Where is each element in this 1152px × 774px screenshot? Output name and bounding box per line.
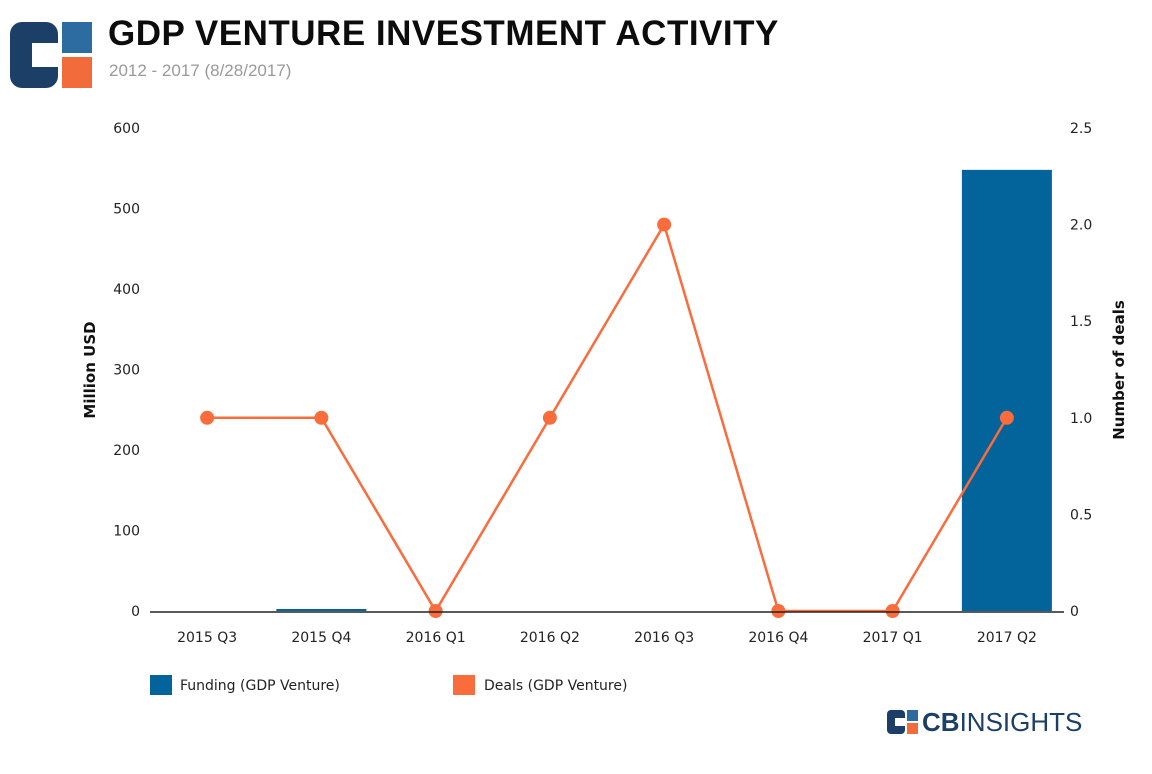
legend: Funding (GDP Venture) Deals (GDP Venture… bbox=[150, 675, 627, 695]
y-left-tick-label: 400 bbox=[113, 282, 140, 298]
y-left-tick-label: 500 bbox=[113, 202, 140, 218]
funding-bar bbox=[961, 169, 1052, 612]
x-tick-label: 2017 Q1 bbox=[863, 630, 923, 646]
brand-text-cb: CB bbox=[922, 706, 960, 737]
y-right-tick-label: 2.5 bbox=[1070, 121, 1092, 137]
deals-point bbox=[771, 604, 786, 618]
x-tick-label: 2016 Q1 bbox=[406, 630, 466, 646]
deals-point bbox=[885, 604, 900, 618]
cb-insights-mark-icon bbox=[887, 710, 918, 734]
deals-point bbox=[200, 410, 215, 425]
legend-label-funding: Funding (GDP Venture) bbox=[180, 678, 340, 694]
x-tick-label: 2015 Q3 bbox=[177, 630, 237, 646]
y-left-tick-label: 100 bbox=[113, 524, 140, 540]
y-right-tick-label: 0 bbox=[1070, 604, 1079, 620]
legend-label-deals: Deals (GDP Venture) bbox=[484, 678, 627, 694]
x-tick-label: 2017 Q2 bbox=[977, 630, 1037, 646]
chart-title: GDP VENTURE INVESTMENT ACTIVITY bbox=[108, 14, 779, 53]
chart-subtitle: 2012 - 2017 (8/28/2017) bbox=[109, 61, 292, 80]
deals-point bbox=[657, 217, 672, 232]
deals-line-series bbox=[200, 217, 1014, 618]
deals-point bbox=[999, 410, 1014, 425]
deals-point bbox=[428, 604, 443, 618]
funding-bar bbox=[276, 609, 367, 611]
y-right-tick-label: 1.5 bbox=[1070, 314, 1092, 330]
deals-point bbox=[542, 410, 557, 425]
y-right-axis-ticks: 0 0.5 1.0 1.5 2.0 2.5 bbox=[1070, 121, 1092, 620]
y-right-tick-label: 1.0 bbox=[1070, 411, 1092, 427]
y-left-tick-label: 600 bbox=[113, 121, 140, 137]
brand-text-insights: INSIGHTS bbox=[959, 706, 1083, 737]
x-tick-label: 2015 Q4 bbox=[291, 630, 351, 646]
y-right-tick-label: 0.5 bbox=[1070, 507, 1092, 523]
x-tick-label: 2016 Q3 bbox=[634, 630, 694, 646]
deals-point bbox=[314, 410, 329, 425]
chart-header: GDP VENTURE INVESTMENT ACTIVITY 2012 - 2… bbox=[0, 0, 1152, 100]
cb-insights-brand: CB INSIGHTS bbox=[887, 707, 1082, 737]
y-left-tick-label: 300 bbox=[113, 363, 140, 379]
legend-swatch-funding bbox=[150, 675, 172, 695]
y-left-axis-title: Million USD bbox=[81, 321, 99, 418]
deals-line bbox=[207, 221, 1008, 614]
funding-bars bbox=[276, 169, 1052, 612]
legend-swatch-deals bbox=[453, 675, 475, 695]
x-axis-ticks: 2015 Q3 2015 Q4 2016 Q1 2016 Q2 2016 Q3 2016 … bbox=[177, 630, 1037, 646]
y-right-axis-title: Number of deals bbox=[1110, 300, 1128, 440]
y-left-tick-label: 200 bbox=[113, 443, 140, 459]
y-left-tick-label: 0 bbox=[131, 604, 140, 620]
y-left-axis-ticks: 0 100 200 300 400 500 600 bbox=[113, 121, 140, 620]
x-tick-label: 2016 Q2 bbox=[520, 630, 580, 646]
x-tick-label: 2016 Q4 bbox=[748, 630, 808, 646]
y-right-tick-label: 2.0 bbox=[1070, 218, 1092, 234]
cb-insights-logo-icon bbox=[10, 22, 92, 88]
